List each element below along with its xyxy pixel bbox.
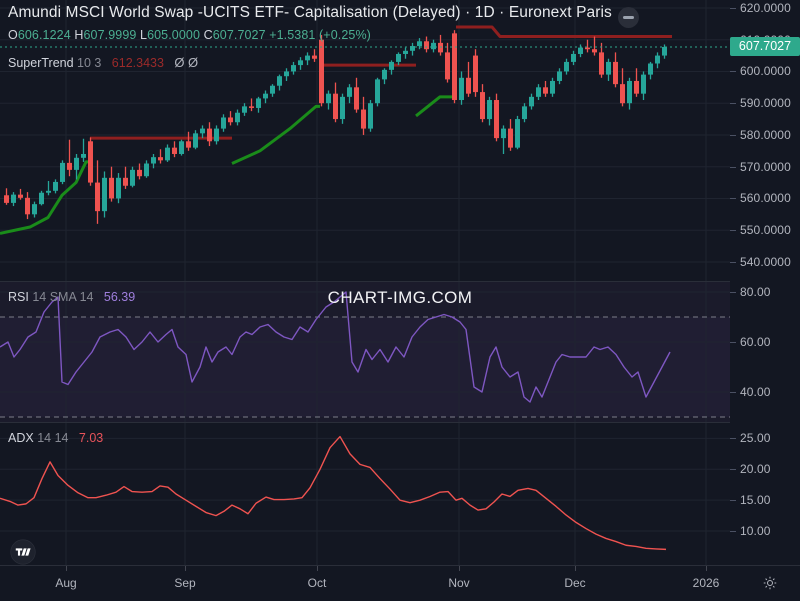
rsi-legend: RSI 14 SMA 14 56.39 bbox=[8, 290, 135, 304]
axis-tick-mark bbox=[730, 531, 736, 533]
price-change-percent: (+0.25%) bbox=[319, 28, 371, 42]
tradingview-logo-icon[interactable] bbox=[10, 539, 36, 565]
time-axis-tick: 2026 bbox=[692, 576, 720, 590]
close-value: 607.7027 bbox=[212, 28, 266, 42]
axis-tick-mark bbox=[730, 230, 736, 232]
chart-title: Amundi MSCI World Swap -UCITS ETF- Capit… bbox=[8, 4, 612, 22]
axis-tick-mark bbox=[730, 198, 736, 200]
low-label: L bbox=[140, 28, 148, 42]
price-change: +1.5381 bbox=[269, 28, 316, 42]
time-axis-tick: Dec bbox=[564, 576, 586, 590]
high-label: H bbox=[74, 28, 84, 42]
adx-pane[interactable]: ADX 14 14 7.03 bbox=[0, 423, 730, 565]
supertrend-indicator-params: 10 3 bbox=[77, 56, 102, 70]
time-axis-tick: Sep bbox=[174, 576, 196, 590]
time-tick-mark bbox=[185, 566, 186, 571]
price-axis-tick: 560.0000 bbox=[740, 191, 791, 206]
time-scale[interactable]: Aug Sep Oct Nov Dec 2026 bbox=[0, 565, 800, 601]
supertrend-indicator-name[interactable]: SuperTrend bbox=[8, 56, 74, 70]
axis-tick-mark bbox=[730, 7, 736, 9]
minimize-icon[interactable] bbox=[618, 7, 639, 28]
axis-tick-mark bbox=[730, 166, 736, 168]
time-tick-mark bbox=[459, 566, 460, 571]
axis-tick-mark bbox=[730, 342, 736, 343]
axis-tick-mark bbox=[730, 71, 736, 73]
axis-tick-mark bbox=[730, 103, 736, 105]
price-chart-canvas bbox=[0, 0, 730, 281]
axis-tick-mark bbox=[730, 438, 736, 440]
price-pane[interactable] bbox=[0, 0, 730, 281]
adx-indicator-name[interactable]: ADX bbox=[8, 431, 34, 445]
axis-tick-mark bbox=[730, 134, 736, 136]
price-axis-tick: 600.0000 bbox=[740, 64, 791, 79]
supertrend-na-2: Ø bbox=[187, 55, 199, 70]
time-tick-mark bbox=[317, 566, 318, 571]
time-tick-mark bbox=[575, 566, 576, 571]
close-label: C bbox=[203, 28, 213, 42]
rsi-indicator-value: 56.39 bbox=[103, 290, 136, 304]
open-label: O bbox=[8, 28, 18, 42]
axis-tick-mark bbox=[730, 261, 736, 263]
adx-legend: ADX 14 14 7.03 bbox=[8, 431, 103, 445]
rsi-axis-tick: 40.00 bbox=[740, 385, 771, 399]
supertrend-indicator-value: 612.3433 bbox=[111, 56, 164, 70]
pane-divider-rsi-adx bbox=[0, 422, 730, 423]
adx-axis-tick: 25.00 bbox=[740, 431, 771, 446]
gear-icon[interactable] bbox=[762, 575, 778, 591]
axis-tick-mark bbox=[730, 500, 736, 502]
rsi-chart-canvas bbox=[0, 282, 730, 422]
supertrend-na-1: Ø bbox=[174, 55, 185, 70]
current-price-badge[interactable]: 607.7027 bbox=[730, 37, 800, 57]
price-axis-tick: 620.0000 bbox=[740, 0, 791, 15]
time-axis-tick: Nov bbox=[448, 576, 470, 590]
axis-tick-mark bbox=[730, 469, 736, 471]
rsi-indicator-params: 14 SMA 14 bbox=[32, 290, 94, 304]
time-tick-mark bbox=[66, 566, 67, 571]
price-axis-tick: 590.0000 bbox=[740, 96, 791, 111]
axis-tick-mark bbox=[730, 392, 736, 393]
time-tick-mark bbox=[706, 566, 707, 571]
adx-axis-tick: 15.00 bbox=[740, 493, 771, 508]
rsi-pane[interactable]: RSI 14 SMA 14 56.39 bbox=[0, 282, 730, 422]
price-axis-tick: 550.0000 bbox=[740, 223, 791, 238]
price-scale[interactable]: 620.0000610.0000600.0000590.0000580.0000… bbox=[730, 0, 800, 565]
watermark: CHART-IMG.COM bbox=[327, 288, 473, 307]
high-value: 607.9999 bbox=[83, 28, 137, 42]
time-axis-tick: Oct bbox=[307, 576, 327, 590]
adx-indicator-params: 14 14 bbox=[37, 431, 69, 445]
rsi-axis-tick: 60.00 bbox=[740, 335, 771, 349]
price-axis-tick: 540.0000 bbox=[740, 254, 791, 269]
adx-axis-tick: 10.00 bbox=[740, 524, 771, 539]
rsi-indicator-name[interactable]: RSI bbox=[8, 290, 29, 304]
ohlc-legend: O606.1224 H607.9999 L605.0000 C607.7027 … bbox=[8, 28, 371, 42]
time-axis-tick: Aug bbox=[55, 576, 77, 590]
chart-title-text: Amundi MSCI World Swap -UCITS ETF- Capit… bbox=[8, 4, 612, 21]
rsi-axis-tick: 80.00 bbox=[740, 285, 771, 299]
adx-indicator-value: 7.03 bbox=[78, 431, 104, 445]
open-value: 606.1224 bbox=[17, 28, 71, 42]
adx-axis-tick: 20.00 bbox=[740, 462, 771, 477]
low-value: 605.0000 bbox=[147, 28, 200, 42]
price-axis-tick: 580.0000 bbox=[740, 127, 791, 142]
pane-divider-price-rsi bbox=[0, 281, 730, 282]
adx-chart-canvas bbox=[0, 423, 730, 565]
supertrend-legend: SuperTrend 10 3 612.3433 Ø Ø bbox=[8, 55, 198, 70]
axis-tick-mark bbox=[730, 292, 736, 293]
price-axis-tick: 570.0000 bbox=[740, 159, 791, 174]
